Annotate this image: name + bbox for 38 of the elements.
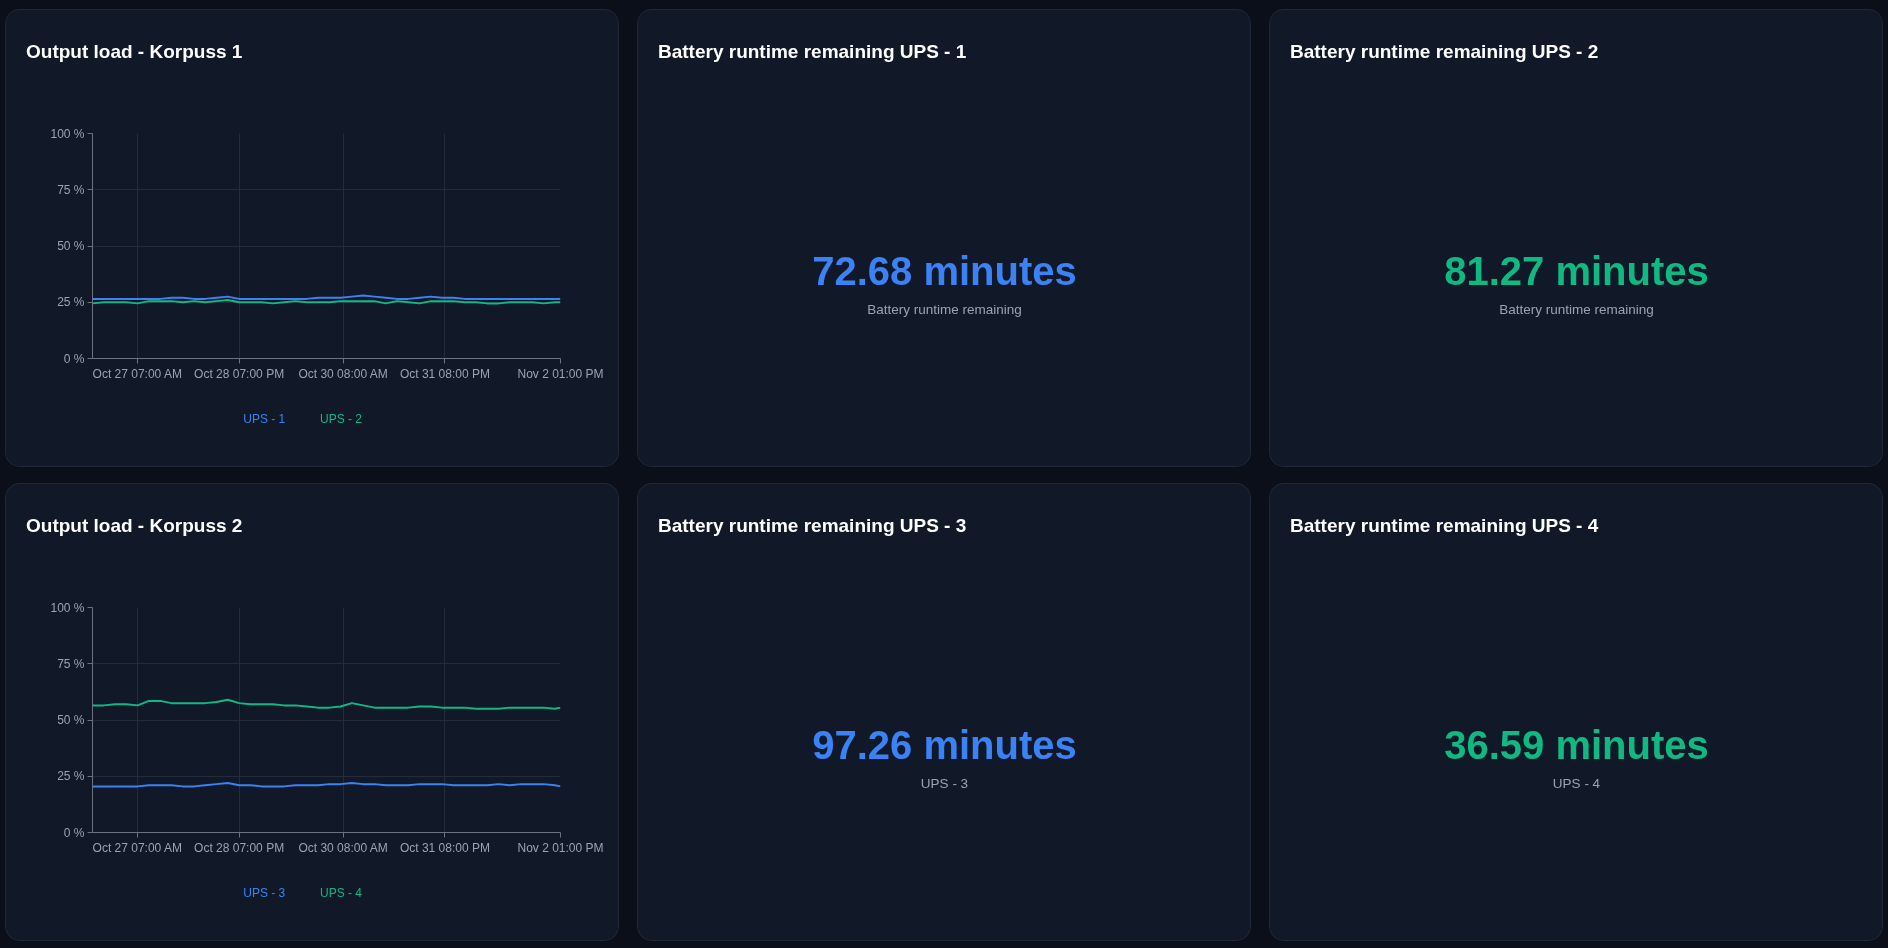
y-tick-label: 0 % [63, 825, 85, 840]
x-tick-label: Oct 28 07:00 PM [194, 840, 285, 855]
chart-title: Output load - Korpuss 1 [25, 40, 243, 63]
text: UPS - 3 [920, 776, 969, 791]
x-tick-label: Nov 2 01:00 PM [517, 366, 604, 381]
text: Battery runtime remaining [1499, 302, 1654, 317]
y-tick-label: 25 % [57, 295, 85, 310]
y-tick-label: 25 % [57, 769, 85, 784]
y-tick-label: 100 % [50, 600, 85, 615]
y-tick-label: 100 % [50, 126, 85, 141]
chart-title: Output load - Korpuss 2 [25, 514, 243, 537]
x-tick-label: Oct 28 07:00 PM [194, 366, 285, 381]
text: UPS - 4 [1552, 776, 1601, 791]
text: Battery runtime remaining UPS - 1 [657, 40, 967, 63]
y-tick-label: 50 % [57, 239, 85, 253]
text: Battery runtime remaining UPS - 3 [657, 514, 967, 537]
x-tick-label: Nov 2 01:00 PM [517, 840, 604, 855]
y-tick-label: 75 % [57, 182, 85, 197]
x-tick-label: Oct 30 08:00 AM [298, 366, 388, 381]
text: 81.27 minutes [1444, 248, 1709, 293]
y-tick-label: 50 % [57, 713, 85, 727]
x-tick-label: Oct 31 08:00 PM [399, 840, 490, 855]
text: UPS - 1 [243, 411, 286, 427]
text: UPS - 2 [320, 411, 363, 427]
text: Battery runtime remaining UPS - 2 [1289, 40, 1599, 63]
text: 72.68 minutes [812, 248, 1077, 293]
x-tick-label: Oct 30 08:00 AM [298, 840, 388, 855]
x-tick-label: Oct 27 07:00 AM [92, 366, 182, 381]
x-tick-label: Oct 31 08:00 PM [399, 366, 490, 381]
x-tick-label: Oct 27 07:00 AM [92, 840, 182, 855]
text: Battery runtime remaining UPS - 4 [1289, 514, 1599, 537]
text: UPS - 4 [320, 885, 363, 901]
y-tick-label: 0 % [63, 351, 85, 366]
text: UPS - 3 [243, 885, 286, 901]
y-tick-label: 75 % [57, 656, 85, 671]
text: Battery runtime remaining [867, 302, 1022, 317]
text: 36.59 minutes [1444, 722, 1709, 767]
text: 97.26 minutes [812, 722, 1077, 767]
